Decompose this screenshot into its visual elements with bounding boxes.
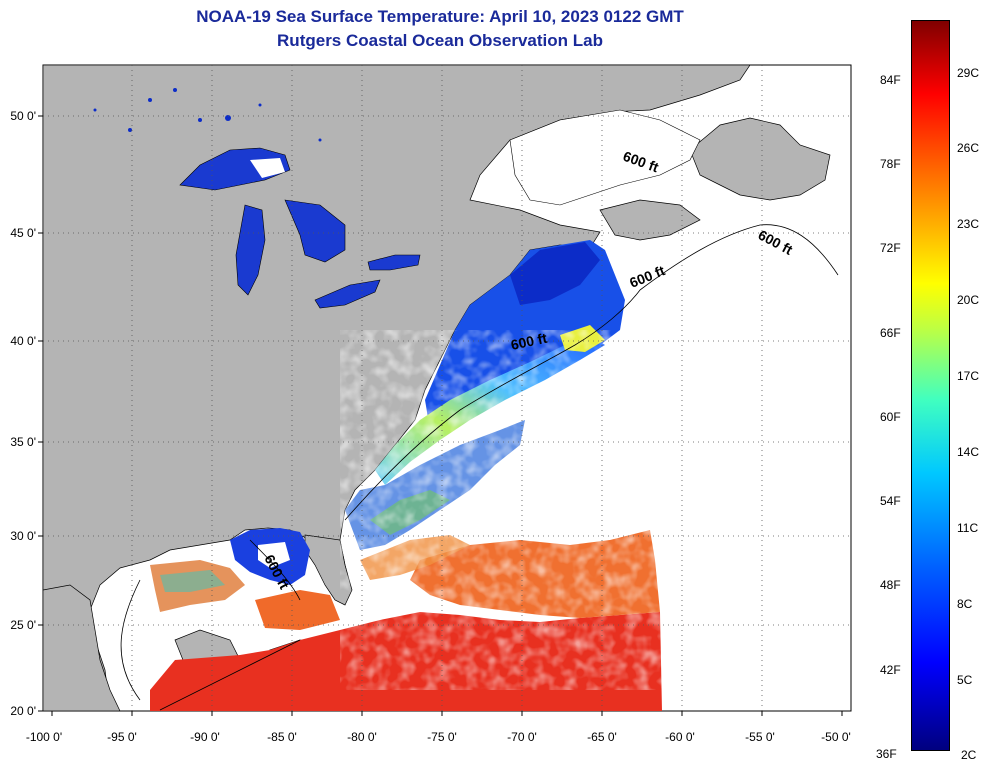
- colorbar-c-label: 5C: [957, 673, 973, 687]
- colorbar-c-label: 2C: [961, 748, 977, 762]
- x-tick-label: -50 0': [821, 730, 851, 744]
- y-tick-label: 25 0': [10, 618, 36, 632]
- colorbar-c-label: 11C: [957, 521, 979, 535]
- colorbar-c-label: 26C: [957, 141, 980, 155]
- colorbar-c-label: 23C: [957, 217, 980, 231]
- colorbar-f-label: 78F: [880, 157, 901, 171]
- land-mexico: [43, 584, 121, 711]
- x-tick-label: -55 0': [745, 730, 775, 744]
- x-tick-label: -85 0': [267, 730, 297, 744]
- colorbar-f-label: 48F: [880, 578, 901, 592]
- land-newfoundland: [689, 117, 831, 201]
- x-tick-label: -65 0': [587, 730, 617, 744]
- x-tick-label: -70 0': [507, 730, 537, 744]
- x-tick-label: -60 0': [665, 730, 695, 744]
- colorbar-c-label: 17C: [957, 369, 980, 383]
- contour-600ft: [120, 224, 839, 711]
- colorbar-f-label: 36F: [876, 747, 897, 761]
- colorbar-f-label: 60F: [880, 410, 901, 424]
- colorbar-f-label: 72F: [880, 241, 901, 255]
- map-title: NOAA-19 Sea Surface Temperature: April 1…: [196, 7, 684, 26]
- y-tick-label: 30 0': [10, 529, 36, 543]
- y-tick-label: 40 0': [10, 334, 36, 348]
- temperature-colorbar: [911, 20, 950, 751]
- x-tick-label: -100 0': [26, 730, 62, 744]
- lake-huron: [284, 199, 346, 263]
- lake-michigan: [235, 204, 266, 296]
- y-tick-label: 50 0': [10, 109, 36, 123]
- colorbar-f-label: 66F: [880, 326, 901, 340]
- colorbar-f-label: 42F: [880, 663, 901, 677]
- land-nova-scotia: [599, 199, 701, 241]
- y-tick-label: 45 0': [10, 226, 36, 240]
- y-tick-label: 20 0': [10, 704, 36, 718]
- small-lakes: [93, 88, 322, 142]
- colorbar-f-label: 54F: [880, 494, 901, 508]
- lake-ontario: [367, 254, 421, 271]
- x-tick-label: -95 0': [107, 730, 137, 744]
- map-subtitle: Rutgers Coastal Ocean Observation Lab: [277, 31, 603, 50]
- x-tick-label: -90 0': [190, 730, 220, 744]
- x-tick-label: -80 0': [347, 730, 377, 744]
- y-tick-label: 35 0': [10, 435, 36, 449]
- contour-label: 600 ft: [509, 330, 548, 353]
- colorbar-c-label: 20C: [957, 293, 980, 307]
- colorbar-f-label: 84F: [880, 73, 901, 87]
- colorbar-c-label: 29C: [957, 66, 980, 80]
- colorbar-c-label: 8C: [957, 597, 973, 611]
- lake-erie: [314, 279, 381, 309]
- colorbar-c-label: 14C: [957, 445, 980, 459]
- axis-ticks: [38, 115, 843, 716]
- x-tick-label: -75 0': [427, 730, 457, 744]
- lake-superior: [179, 147, 291, 191]
